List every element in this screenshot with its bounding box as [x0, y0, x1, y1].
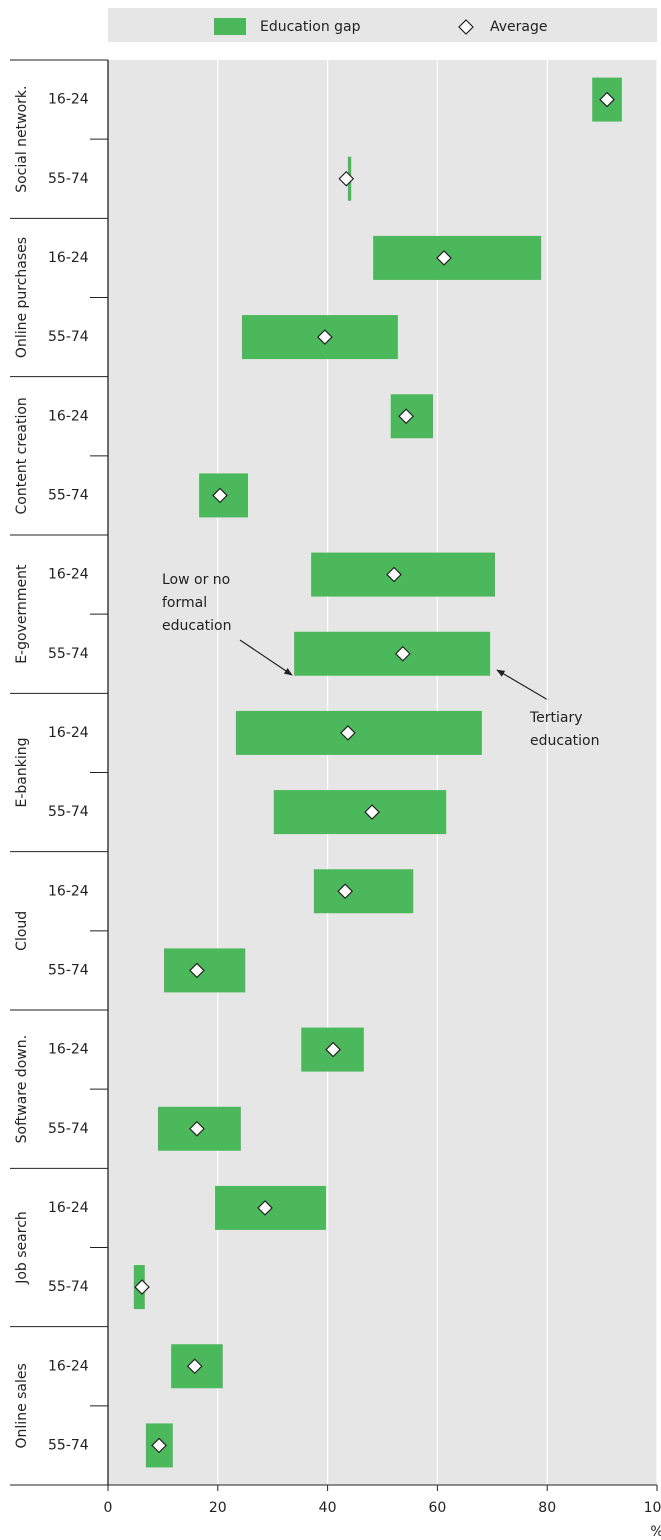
- y-tick-label: 55-74: [48, 1437, 89, 1453]
- group-label: Online sales: [14, 1363, 30, 1448]
- y-tick-label: 55-74: [48, 487, 89, 503]
- y-tick-label: 16-24: [48, 1358, 89, 1374]
- legend-label: Average: [490, 19, 548, 35]
- average-marker: [436, 250, 452, 266]
- average-marker: [151, 1437, 167, 1454]
- group-label: Software down.: [14, 1035, 30, 1143]
- y-tick-label: 55-74: [48, 1279, 89, 1295]
- y-tick-label: 16-24: [48, 1042, 89, 1058]
- annotation: Tertiary: [529, 710, 583, 726]
- average-marker: [394, 645, 411, 662]
- range-bar: [311, 552, 496, 597]
- y-tick-label: 16-24: [48, 408, 89, 424]
- group-label: Content creation: [14, 397, 30, 514]
- y-tick-label: 16-24: [48, 725, 89, 741]
- x-tick-label: 0: [104, 1500, 113, 1516]
- y-tick-label: 16-24: [48, 250, 89, 266]
- group-label: Job search: [14, 1211, 30, 1285]
- average-marker: [189, 962, 205, 979]
- average-marker: [338, 170, 355, 187]
- average-marker: [364, 804, 380, 820]
- annotation: education: [530, 733, 599, 749]
- range-bar: [273, 790, 447, 835]
- average-marker: [340, 725, 356, 741]
- group-label: E-government: [14, 564, 30, 664]
- legend-marker: [458, 19, 474, 35]
- group-label: Cloud: [14, 911, 30, 951]
- average-marker: [212, 487, 228, 504]
- y-tick-label: 55-74: [48, 1121, 89, 1137]
- x-tick-label: 100: [644, 1500, 661, 1516]
- group-label: Social network.: [14, 86, 30, 193]
- range-bar: [373, 235, 542, 280]
- x-tick-label: 40: [319, 1500, 337, 1516]
- group-label: E-banking: [14, 738, 30, 808]
- average-marker: [599, 91, 615, 108]
- range-bar: [294, 631, 491, 676]
- y-tick-label: 55-74: [48, 804, 89, 820]
- average-marker: [317, 329, 333, 345]
- annotation: formal: [162, 595, 207, 611]
- range-bar: [235, 710, 482, 755]
- annotation: education: [162, 618, 231, 634]
- legend-swatch: [214, 18, 246, 35]
- legend-background: [108, 8, 657, 42]
- average-marker: [325, 1041, 341, 1058]
- average-marker: [186, 1358, 203, 1375]
- average-marker: [337, 883, 354, 900]
- average-marker: [134, 1279, 150, 1295]
- y-tick-label: 55-74: [48, 646, 89, 662]
- annotation-arrow: [496, 669, 549, 701]
- range-bar: [313, 869, 414, 914]
- y-tick-label: 55-74: [48, 171, 89, 187]
- annotation-arrow: [239, 639, 293, 676]
- x-tick-label: 20: [209, 1500, 227, 1516]
- y-tick-label: 55-74: [48, 962, 89, 978]
- annotation: Low or no: [162, 572, 230, 588]
- group-label: Online purchases: [14, 237, 30, 358]
- x-axis-label: %: [650, 1524, 661, 1540]
- x-tick-label: 60: [428, 1500, 446, 1516]
- y-tick-label: 16-24: [48, 883, 89, 899]
- average-marker: [257, 1200, 273, 1216]
- y-tick-label: 55-74: [48, 329, 89, 345]
- average-marker: [398, 408, 414, 425]
- plot-background: [108, 60, 657, 1485]
- legend-label: Education gap: [260, 19, 361, 35]
- average-marker: [189, 1120, 205, 1137]
- y-tick-label: 16-24: [48, 92, 89, 108]
- y-tick-label: 16-24: [48, 1200, 89, 1216]
- average-marker: [386, 566, 402, 583]
- x-tick-label: 80: [538, 1500, 556, 1516]
- y-tick-label: 16-24: [48, 567, 89, 583]
